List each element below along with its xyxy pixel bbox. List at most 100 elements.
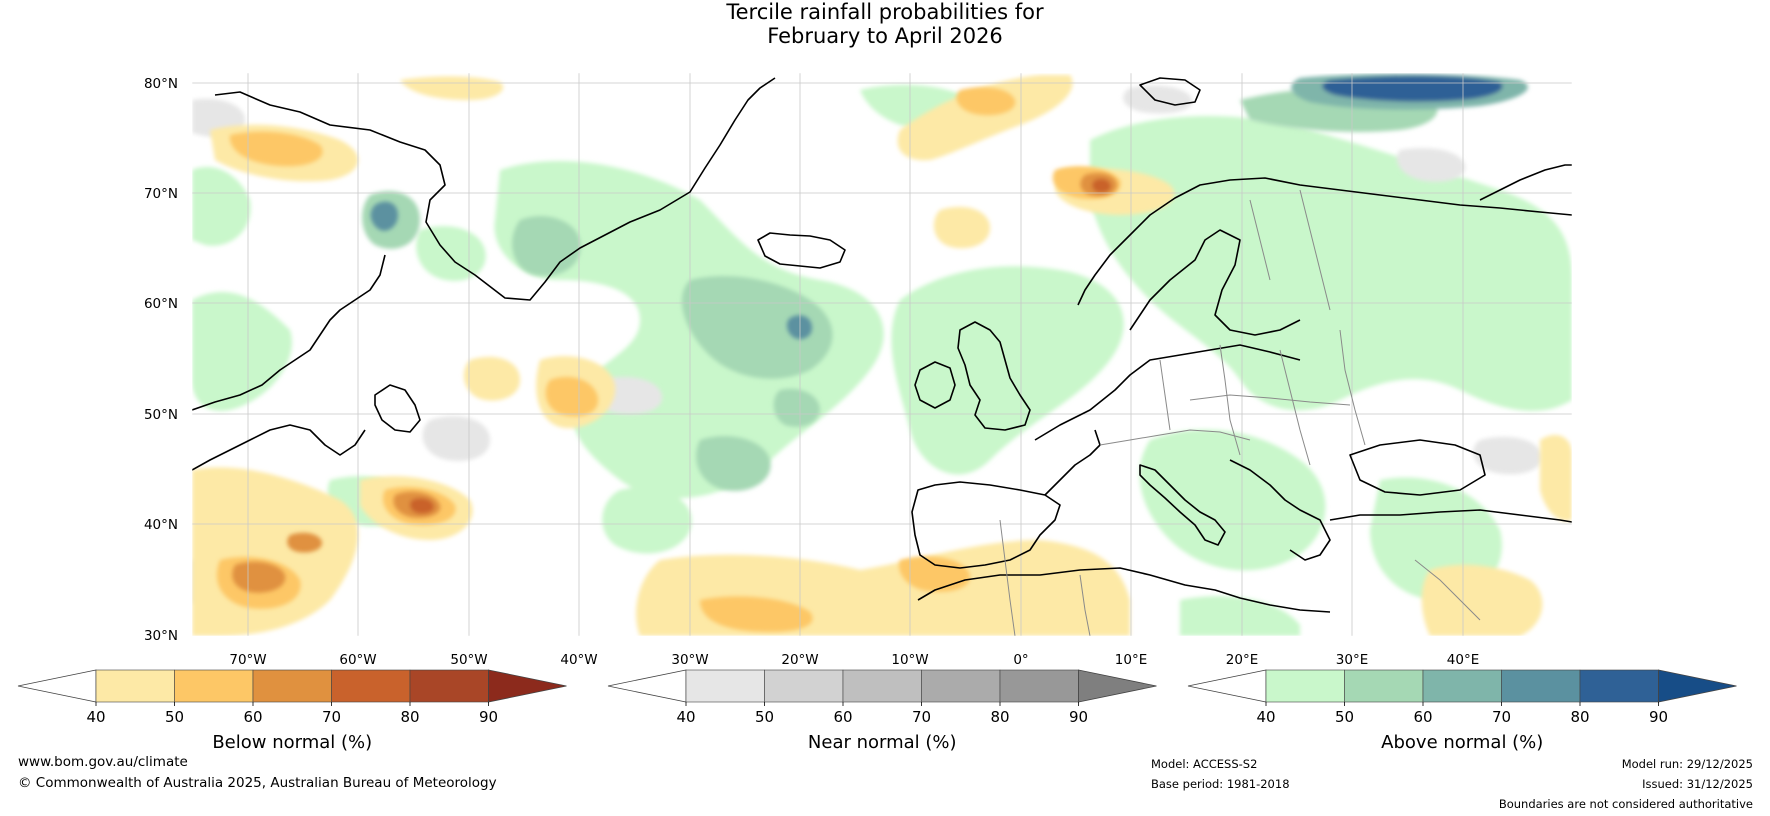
below-tick-label: 40 [86,708,105,726]
near-color-bin [921,669,1001,703]
title-line-1: Tercile rainfall probabilities for [726,0,1044,24]
svalbard-coast [1139,77,1201,106]
above-tick-label: 70 [1492,708,1511,726]
border-segment [1219,344,1241,456]
lon-label-20w: 20°W [781,652,818,668]
ireland-coast [914,361,956,409]
below-caption: Below normal (%) [212,732,372,753]
below-color-bin [252,669,332,703]
france-coast [1044,429,1101,496]
europe-west-coast [1034,344,1301,441]
newfoundland-coast [374,384,421,433]
above-extend-low-triangle [1187,669,1267,703]
above-color-bin [1344,669,1424,703]
above-color-bin [1501,669,1581,703]
near-color-bin [999,669,1079,703]
map-panel [191,72,1573,637]
model-run-text: Model run: 29/12/2025 [1621,757,1753,771]
above-color-bin [1422,669,1502,703]
copyright-text: © Commonwealth of Australia 2025, Austra… [18,775,497,791]
below-extend-high-triangle [488,669,567,703]
lat-label-40n: 40°N [144,517,178,533]
lat-label-80n: 80°N [144,76,178,92]
below-tick-label: 50 [165,708,184,726]
lat-label-50n: 50°N [144,407,178,423]
lat-label-70n: 70°N [144,186,178,202]
above-normal-stronger [362,88,1438,491]
near-extend-low-triangle [607,669,687,703]
balkans-coast [1229,459,1331,561]
near-color-bin [842,669,922,703]
above-tick-label: 80 [1570,708,1589,726]
near-tick-label: 50 [755,708,774,726]
lon-label-10w: 10°W [891,652,928,668]
above-color-bin [1579,669,1659,703]
website-text: www.bom.gov.au/climate [18,754,188,770]
lon-label-60w: 60°W [339,652,376,668]
north-america-coast [192,254,386,411]
border-segment [1189,394,1351,406]
near-tick-label: 40 [676,708,695,726]
graticule [192,73,1572,636]
lat-label-60n: 60°N [144,296,178,312]
lat-label-30n: 30°N [144,628,178,644]
near-color-bin [685,669,765,703]
lon-label-30e: 30°E [1336,652,1368,668]
below-tick-label: 60 [243,708,262,726]
lon-label-30w: 30°W [671,652,708,668]
iberia-coast [911,481,1061,569]
italy-coast [1139,464,1226,546]
near-extend-high-triangle [1078,669,1157,703]
border-segment [1079,574,1091,636]
latitude-axis: 80°N 70°N 60°N 50°N 40°N 30°N [144,76,178,644]
borders [999,189,1481,636]
lon-label-50w: 50°W [450,652,487,668]
border-segment [1159,359,1171,431]
near-tick-label: 80 [990,708,1009,726]
turkey-coast [1329,509,1572,523]
greenland-coast [214,77,776,301]
title-line-2: February to April 2026 [767,24,1003,48]
lon-label-40e: 40°E [1447,652,1479,668]
above-extend-high-triangle [1658,669,1737,703]
novaya-zemlya-coast [1479,164,1572,201]
scandinavia-coast [1077,177,1572,306]
border-segment [1414,559,1481,621]
lon-label-20e: 20°E [1226,652,1258,668]
below-extend-low-triangle [17,669,97,703]
britain-coast [957,321,1031,431]
above-color-bin [1265,669,1345,703]
near-caption: Near normal (%) [808,732,957,753]
disclaimer-text: Boundaries are not considered authoritat… [1498,797,1753,811]
below-color-bin [331,669,411,703]
border-segment [1299,189,1331,311]
iceland-coast [757,232,846,269]
above-tick-label: 50 [1335,708,1354,726]
below-color-bin [95,669,175,703]
border-segment [1279,349,1311,466]
lon-label-40w: 40°W [560,652,597,668]
border-segment [1099,429,1251,446]
north-africa-coast [917,567,1331,613]
above-tick-label: 40 [1256,708,1275,726]
issued-text: Issued: 31/12/2025 [1642,777,1753,791]
below-color-bin [409,669,489,703]
above-caption: Above normal (%) [1381,732,1543,753]
map-frame [191,72,1573,637]
nova-scotia-coast [192,424,366,471]
colorbar-above-normal: 40 50 60 70 80 90 Above normal (%) [1187,669,1737,753]
lon-label-0: 0° [1013,652,1028,668]
colorbar-near-normal: 40 50 60 70 80 90 Near normal (%) [607,669,1157,753]
above-tick-label: 60 [1413,708,1432,726]
chart-title: Tercile rainfall probabilities for Febru… [0,0,1770,48]
colorbar-below-normal: 40 50 60 70 80 90 Below normal (%) [17,669,567,753]
below-color-bin [174,669,254,703]
border-segment [1339,329,1366,446]
above-tick-label: 90 [1649,708,1668,726]
below-normal-strongest [232,172,1118,593]
coastlines [192,77,1572,613]
near-tick-label: 90 [1069,708,1088,726]
below-tick-label: 90 [479,708,498,726]
baltic-coast [1129,229,1301,336]
